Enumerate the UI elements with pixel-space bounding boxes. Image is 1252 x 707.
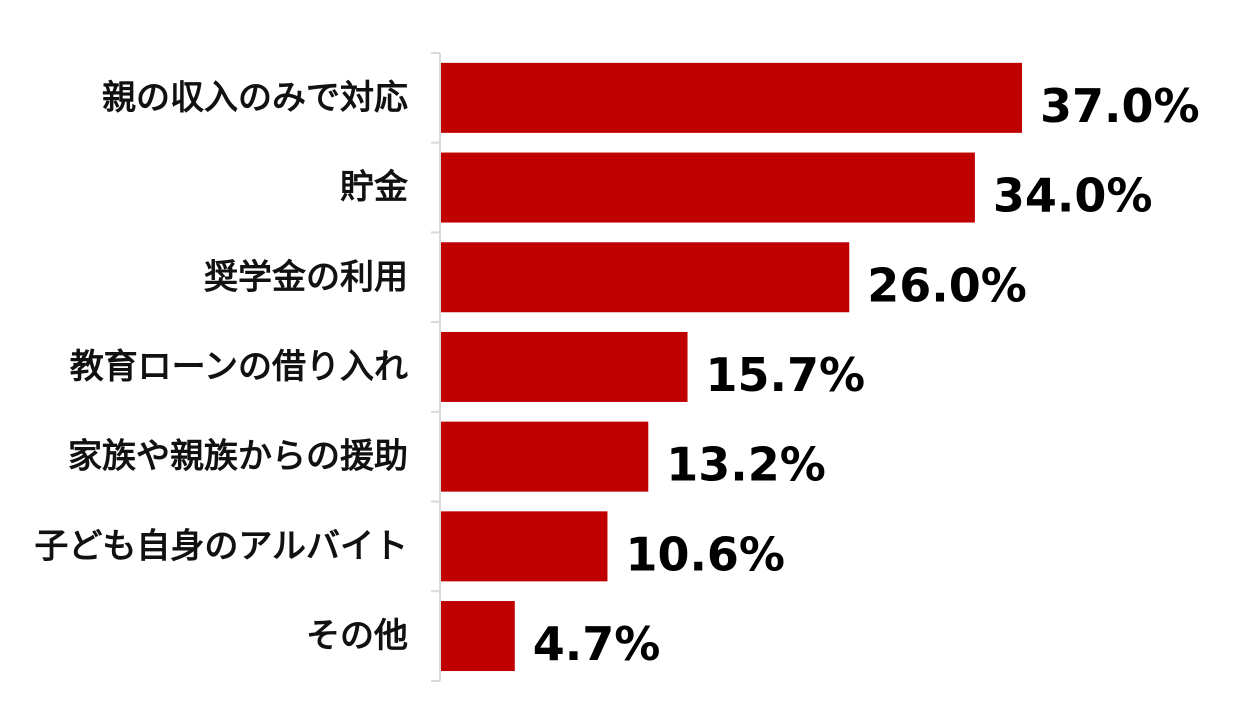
value-label: 34.0% [993, 169, 1153, 223]
bar [441, 601, 515, 672]
bar [441, 331, 688, 402]
value-label: 26.0% [867, 258, 1027, 312]
category-label: 親の収入のみで対応 [102, 78, 408, 118]
category-axis [431, 52, 441, 682]
bar [441, 421, 649, 492]
category-label: 家族や親族からの援助 [68, 437, 408, 477]
value-label: 10.6% [625, 527, 785, 581]
category-labels: 親の収入のみで対応貯金奨学金の利用教育ローンの借り入れ家族や親族からの援助子ども… [34, 78, 409, 656]
category-label: 子ども自身のアルバイト [34, 526, 408, 566]
bar [441, 242, 850, 313]
bar [441, 152, 975, 223]
value-label: 15.7% [706, 348, 866, 402]
category-label: 奨学金の利用 [204, 257, 408, 297]
bar [441, 511, 608, 582]
category-label: 教育ローンの借り入れ [70, 347, 408, 387]
value-label: 13.2% [666, 438, 826, 492]
bar [441, 62, 1022, 133]
value-labels: 37.0% 34.0% 26.0%15.7% 13.2% 10.6% 4.7% [533, 79, 1200, 671]
bars [441, 62, 1022, 672]
category-label: その他 [306, 616, 408, 656]
value-label: 4.7% [533, 617, 661, 671]
category-label: 貯金 [340, 168, 409, 208]
value-label: 37.0% [1040, 79, 1200, 133]
